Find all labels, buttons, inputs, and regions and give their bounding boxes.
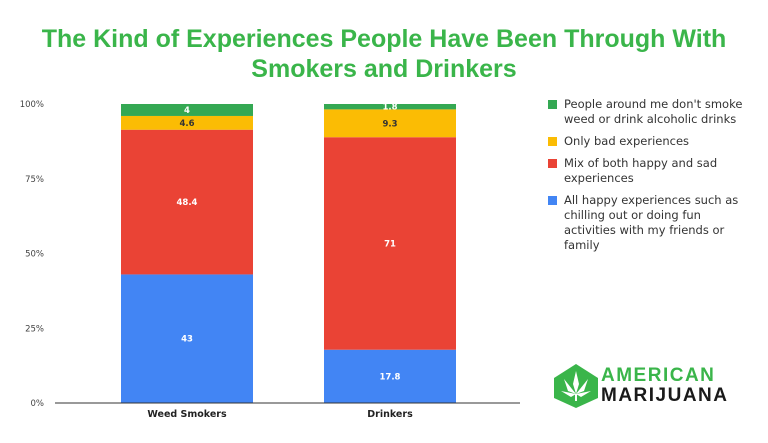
legend-label-line: People around me don't smoke xyxy=(564,97,743,111)
bar-segment xyxy=(121,115,253,130)
legend-label-line: experiences xyxy=(564,171,634,185)
legend-label: All happy experiences such as chilling ou… xyxy=(564,193,738,253)
data-label: 1.8 xyxy=(382,103,397,113)
legend-item: Only bad experiences xyxy=(548,134,758,149)
data-label: 9.3 xyxy=(382,119,397,129)
chart-title-line-2: Smokers and Drinkers xyxy=(251,55,517,83)
logo-word-american: AMERICAN xyxy=(601,365,716,386)
data-label: 48.4 xyxy=(177,198,198,208)
legend-label: People around me don't smoke weed or drin… xyxy=(564,97,742,127)
data-label: 43 xyxy=(181,335,193,345)
data-label: 4.6 xyxy=(179,119,194,129)
bar-segment xyxy=(324,104,456,110)
bar-segment xyxy=(121,104,253,116)
y-tick-label: 25% xyxy=(25,324,44,334)
data-label: 71 xyxy=(384,239,396,249)
bar-segment xyxy=(324,109,456,138)
legend-label-line: Only bad experiences xyxy=(564,134,690,148)
chart-title-line-1: The Kind of Experiences People Have Been… xyxy=(41,25,727,53)
legend-label-line: chilling out or doing fun xyxy=(564,208,701,222)
legend-label-line: activities with my friends or xyxy=(564,223,725,237)
american-marijuana-logo: AMERICAN MARIJUANA xyxy=(553,364,758,408)
chart-legend: People around me don't smoke weed or drin… xyxy=(548,97,758,260)
cannabis-leaf-icon xyxy=(554,364,598,408)
legend-item: People around me don't smoke weed or drin… xyxy=(548,97,758,127)
y-tick-label: 100% xyxy=(20,100,44,110)
data-label: 17.8 xyxy=(380,372,401,382)
legend-swatch xyxy=(548,196,557,205)
y-tick-label: 0% xyxy=(31,399,45,409)
x-category-label: Drinkers xyxy=(367,409,413,420)
bar-segment xyxy=(121,274,253,403)
y-tick-label: 75% xyxy=(25,175,44,185)
logo-word-marijuana: MARIJUANA xyxy=(601,385,729,406)
x-category-label: Weed Smokers xyxy=(147,409,227,420)
legend-swatch xyxy=(548,159,557,168)
legend-label-line: family xyxy=(564,238,600,252)
legend-label-line: All happy experiences such as xyxy=(564,193,739,207)
legend-label-line: weed or drink alcoholic drinks xyxy=(564,112,737,126)
y-tick-label: 50% xyxy=(25,250,44,260)
bar-segment xyxy=(121,129,253,275)
legend-swatch xyxy=(548,137,557,146)
bar-segment xyxy=(324,137,456,350)
legend-label: Mix of both happy and sad experiences xyxy=(564,156,717,186)
legend-swatch xyxy=(548,100,557,109)
legend-label-line: Mix of both happy and sad xyxy=(564,156,718,170)
chart-title: The Kind of Experiences People Have Been… xyxy=(0,24,768,84)
bar-segment xyxy=(324,349,456,403)
data-label: 4 xyxy=(184,106,190,116)
legend-label: Only bad experiences xyxy=(564,134,689,149)
legend-item: All happy experiences such as chilling ou… xyxy=(548,193,758,253)
legend-item: Mix of both happy and sad experiences xyxy=(548,156,758,186)
